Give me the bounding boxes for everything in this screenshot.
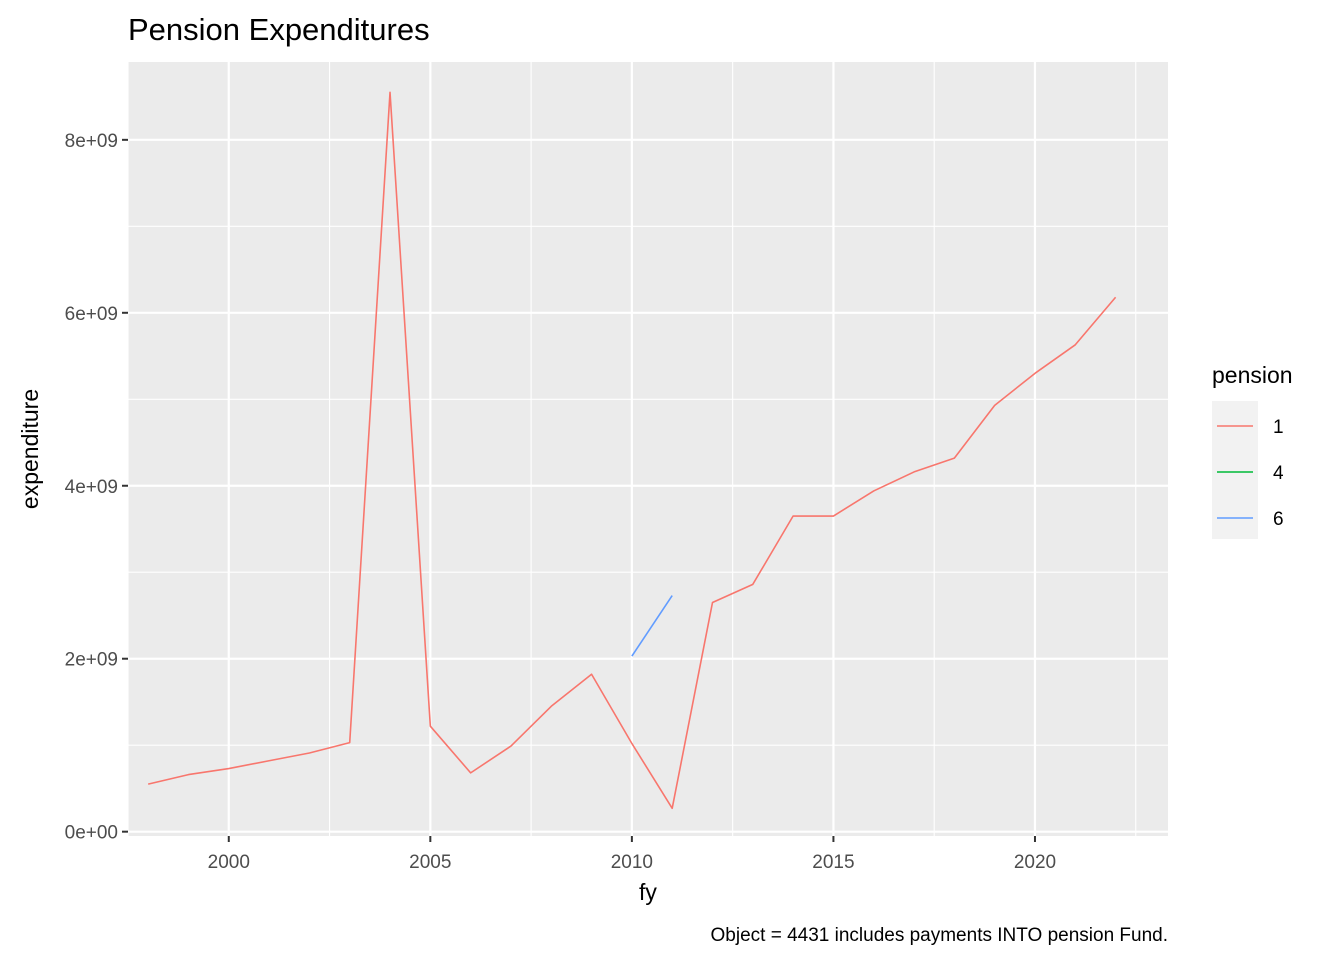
y-tick-label: 2e+09 <box>65 650 118 671</box>
major-gridlines <box>128 62 1168 836</box>
y-axis-title: expenditure <box>17 389 43 509</box>
series-line-6 <box>631 595 673 657</box>
x-tick-label: 2020 <box>1014 852 1056 873</box>
series-lines <box>147 91 1117 810</box>
y-tick-label: 0e+00 <box>65 823 118 844</box>
legend-title: pension <box>1212 362 1293 388</box>
series-line-1 <box>147 91 1117 810</box>
plot-panel <box>128 62 1168 836</box>
legend-label-4: 4 <box>1273 463 1284 484</box>
y-tick-label: 6e+09 <box>65 304 118 325</box>
chart-title: Pension Expenditures <box>128 12 430 47</box>
legend-label-1: 1 <box>1273 417 1284 438</box>
x-tick-label: 2015 <box>812 852 854 873</box>
x-tick-label: 2005 <box>409 852 451 873</box>
x-tick-label: 2010 <box>611 852 653 873</box>
legend-label-6: 6 <box>1273 509 1284 530</box>
y-tick-label: 4e+09 <box>65 477 118 498</box>
legend-key-background <box>1212 401 1258 539</box>
y-tick-label: 8e+09 <box>65 131 118 152</box>
chart-caption: Object = 4431 includes payments INTO pen… <box>711 925 1169 946</box>
legend: pension 1 4 6 <box>1212 362 1293 539</box>
y-axis: 0e+00 2e+09 4e+09 6e+09 8e+09 <box>65 131 128 844</box>
x-tick-label: 2000 <box>208 852 250 873</box>
x-axis: 2000 2005 2010 2015 2020 <box>208 836 1056 873</box>
minor-gridlines <box>127 62 1168 836</box>
x-axis-title: fy <box>639 879 657 905</box>
